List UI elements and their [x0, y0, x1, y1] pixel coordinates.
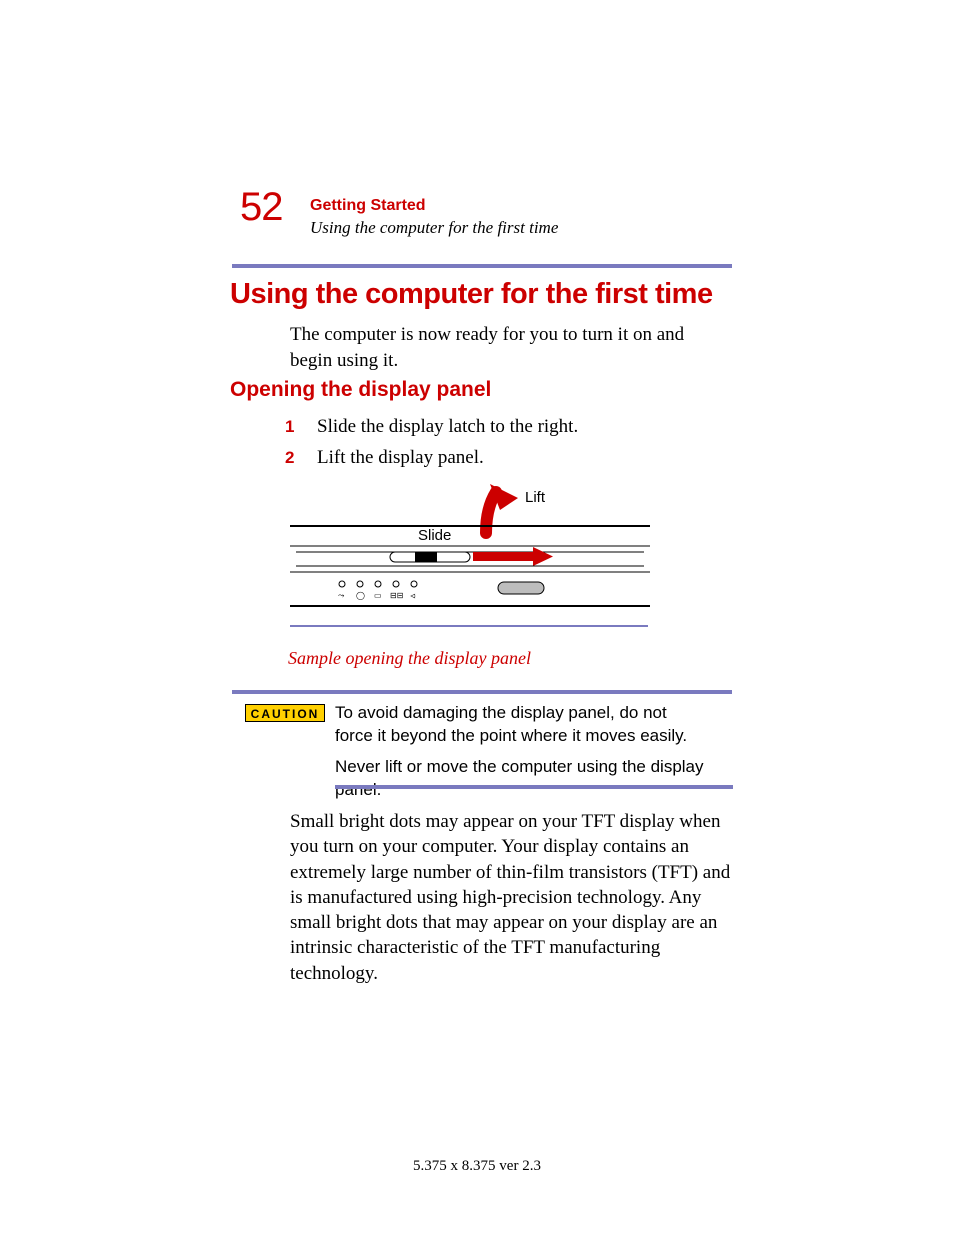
intro-paragraph: The computer is now ready for you to tur…	[290, 322, 730, 373]
lift-label: Lift	[525, 489, 546, 506]
indicator-lights: ⤳ ◯ ▭ ⊟⊟ ⏿	[338, 581, 417, 600]
section-heading: Using the computer for the first time	[230, 278, 713, 311]
svg-text:⤳: ⤳	[338, 591, 345, 600]
caution-paragraph: To avoid damaging the display panel, do …	[335, 702, 705, 748]
step-number: 1	[285, 417, 313, 437]
page-footer: 5.375 x 8.375 ver 2.3	[0, 1158, 954, 1175]
body-paragraph: Small bright dots may appear on your TFT…	[290, 809, 740, 986]
divider-rule	[232, 690, 732, 694]
diagram-svg: Lift Slide	[290, 478, 650, 618]
svg-text:⏿: ⏿	[410, 591, 416, 600]
caution-paragraph: Never lift or move the computer using th…	[335, 756, 715, 802]
svg-text:⊟⊟: ⊟⊟	[390, 591, 403, 600]
step-text: Slide the display latch to the right.	[317, 416, 578, 437]
slide-arrow-icon	[473, 547, 553, 566]
page-number: 52	[240, 185, 283, 230]
slide-label: Slide	[418, 527, 451, 544]
front-button	[498, 582, 544, 594]
divider-rule	[290, 625, 648, 627]
display-latch	[390, 552, 470, 562]
step-row: 2 Lift the display panel.	[285, 447, 725, 469]
document-page: 52 Getting Started Using the computer fo…	[0, 0, 954, 1235]
svg-text:◯: ◯	[356, 591, 365, 600]
subsection-heading: Opening the display panel	[230, 378, 491, 402]
figure-caption: Sample opening the display panel	[288, 648, 531, 669]
divider-rule	[335, 785, 733, 789]
step-row: 1 Slide the display latch to the right.	[285, 416, 725, 438]
step-number: 2	[285, 448, 313, 468]
divider-rule	[232, 264, 732, 268]
header-chapter-title: Getting Started	[310, 197, 426, 215]
step-text: Lift the display panel.	[317, 447, 484, 468]
header-section-title: Using the computer for the first time	[310, 218, 558, 238]
caution-badge: CAUTION	[245, 704, 325, 722]
display-panel-diagram: Lift Slide	[290, 478, 650, 618]
svg-text:▭: ▭	[374, 591, 382, 600]
